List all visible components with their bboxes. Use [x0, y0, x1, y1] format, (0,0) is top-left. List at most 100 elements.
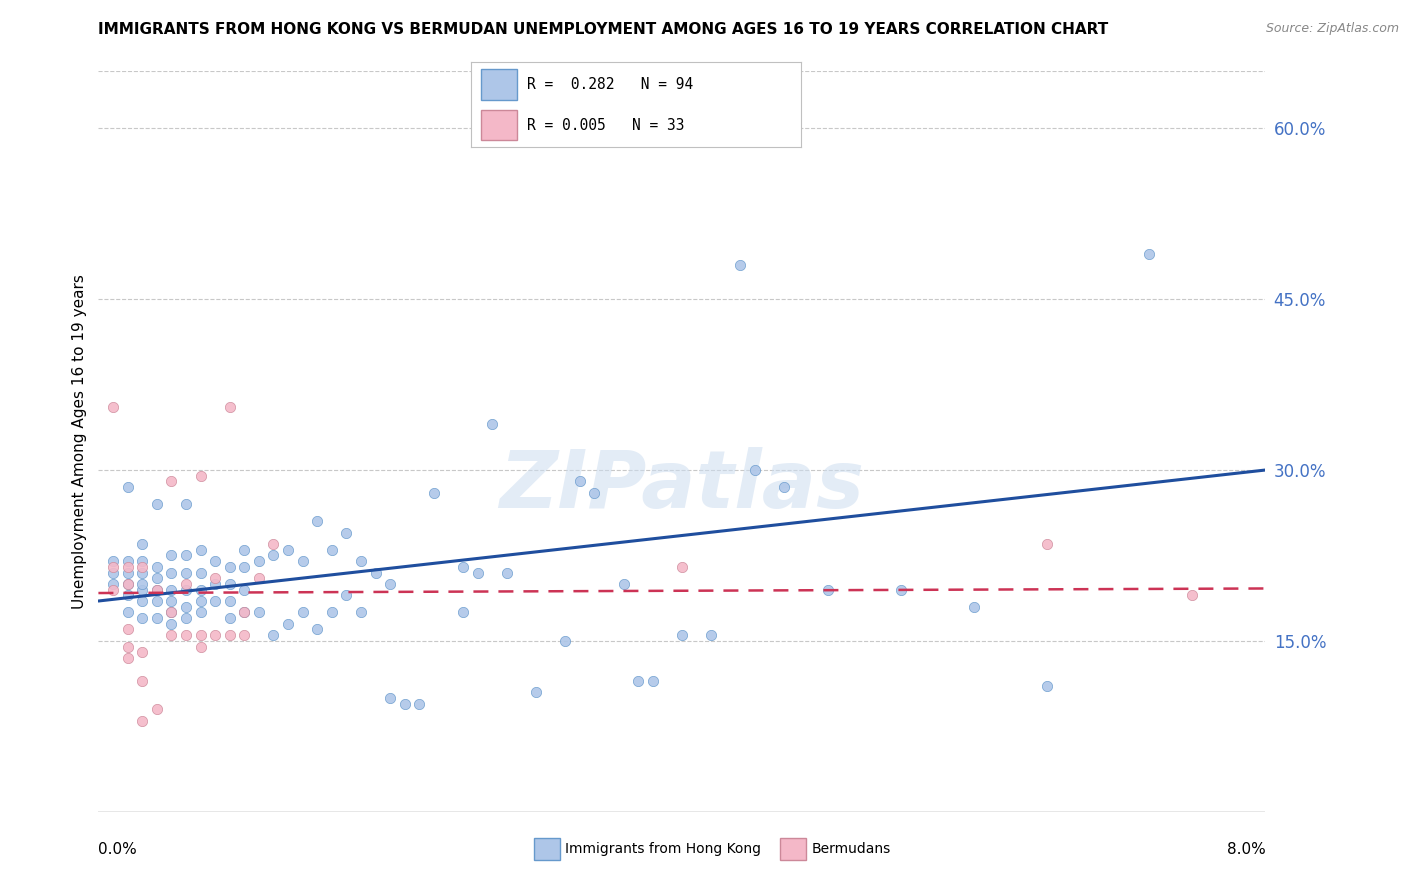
Point	[350, 554, 373, 568]
Point	[291, 554, 314, 568]
Point	[190, 468, 212, 483]
Point	[146, 571, 169, 585]
Point	[218, 628, 240, 642]
Point	[262, 628, 284, 642]
Point	[262, 549, 284, 563]
Point	[117, 623, 139, 637]
Point	[204, 577, 226, 591]
Point	[174, 549, 197, 563]
Point	[101, 566, 124, 580]
Point	[233, 628, 256, 642]
Point	[131, 611, 153, 625]
Point	[146, 497, 169, 511]
Point	[146, 594, 169, 608]
Point	[160, 549, 183, 563]
Point	[247, 554, 270, 568]
Point	[101, 582, 124, 597]
Point	[101, 559, 124, 574]
Point	[190, 566, 212, 580]
Point	[117, 559, 139, 574]
Point	[190, 606, 212, 620]
Text: R =  0.282   N = 94: R = 0.282 N = 94	[527, 77, 693, 92]
Point	[641, 673, 664, 688]
Point	[218, 611, 240, 625]
Text: 8.0%: 8.0%	[1226, 842, 1265, 856]
Point	[174, 497, 197, 511]
Point	[247, 571, 270, 585]
Point	[131, 577, 153, 591]
Point	[218, 401, 240, 415]
Point	[671, 559, 693, 574]
Point	[131, 582, 153, 597]
Text: R = 0.005   N = 33: R = 0.005 N = 33	[527, 118, 685, 133]
Point	[160, 606, 183, 620]
Point	[817, 582, 839, 597]
Text: Immigrants from Hong Kong: Immigrants from Hong Kong	[565, 842, 761, 856]
Text: IMMIGRANTS FROM HONG KONG VS BERMUDAN UNEMPLOYMENT AMONG AGES 16 TO 19 YEARS COR: IMMIGRANTS FROM HONG KONG VS BERMUDAN UN…	[98, 22, 1109, 37]
Point	[204, 628, 226, 642]
Point	[146, 702, 169, 716]
Point	[146, 582, 169, 597]
Point	[277, 542, 299, 557]
Point	[700, 628, 723, 642]
Point	[890, 582, 912, 597]
Point	[378, 577, 402, 591]
Point	[524, 685, 547, 699]
Point	[233, 582, 256, 597]
Point	[335, 525, 357, 540]
Point	[101, 577, 124, 591]
Point	[160, 475, 183, 489]
Point	[321, 606, 343, 620]
Point	[117, 480, 139, 494]
Point	[160, 582, 183, 597]
Point	[174, 566, 197, 580]
Point	[131, 537, 153, 551]
Point	[627, 673, 650, 688]
Point	[218, 594, 240, 608]
Text: 0.0%: 0.0%	[98, 842, 138, 856]
Point	[146, 559, 169, 574]
Point	[117, 588, 139, 602]
Point	[451, 606, 474, 620]
Point	[262, 537, 284, 551]
Point	[146, 611, 169, 625]
Point	[451, 559, 474, 574]
Point	[554, 633, 576, 648]
Point	[467, 566, 489, 580]
Point	[160, 594, 183, 608]
Point	[117, 566, 139, 580]
Point	[423, 485, 446, 500]
Point	[117, 606, 139, 620]
Point	[101, 554, 124, 568]
Point	[728, 258, 751, 272]
Point	[233, 606, 256, 620]
Point	[1137, 246, 1160, 260]
Point	[671, 628, 693, 642]
Point	[160, 628, 183, 642]
Point	[962, 599, 984, 614]
Point	[218, 559, 240, 574]
Point	[378, 690, 402, 705]
Point	[247, 606, 270, 620]
Point	[394, 697, 416, 711]
Point	[233, 559, 256, 574]
Point	[117, 651, 139, 665]
Point	[204, 554, 226, 568]
Point	[131, 645, 153, 659]
Point	[218, 577, 240, 591]
Point	[117, 640, 139, 654]
Point	[174, 599, 197, 614]
Point	[335, 588, 357, 602]
Point	[277, 616, 299, 631]
Point	[233, 542, 256, 557]
Y-axis label: Unemployment Among Ages 16 to 19 years: Unemployment Among Ages 16 to 19 years	[72, 274, 87, 609]
Point	[131, 594, 153, 608]
Point	[160, 606, 183, 620]
Point	[190, 542, 212, 557]
Point	[190, 594, 212, 608]
Point	[364, 566, 387, 580]
Point	[408, 697, 430, 711]
Text: Bermudans: Bermudans	[811, 842, 890, 856]
FancyBboxPatch shape	[481, 70, 517, 100]
Text: ZIPatlas: ZIPatlas	[499, 447, 865, 525]
